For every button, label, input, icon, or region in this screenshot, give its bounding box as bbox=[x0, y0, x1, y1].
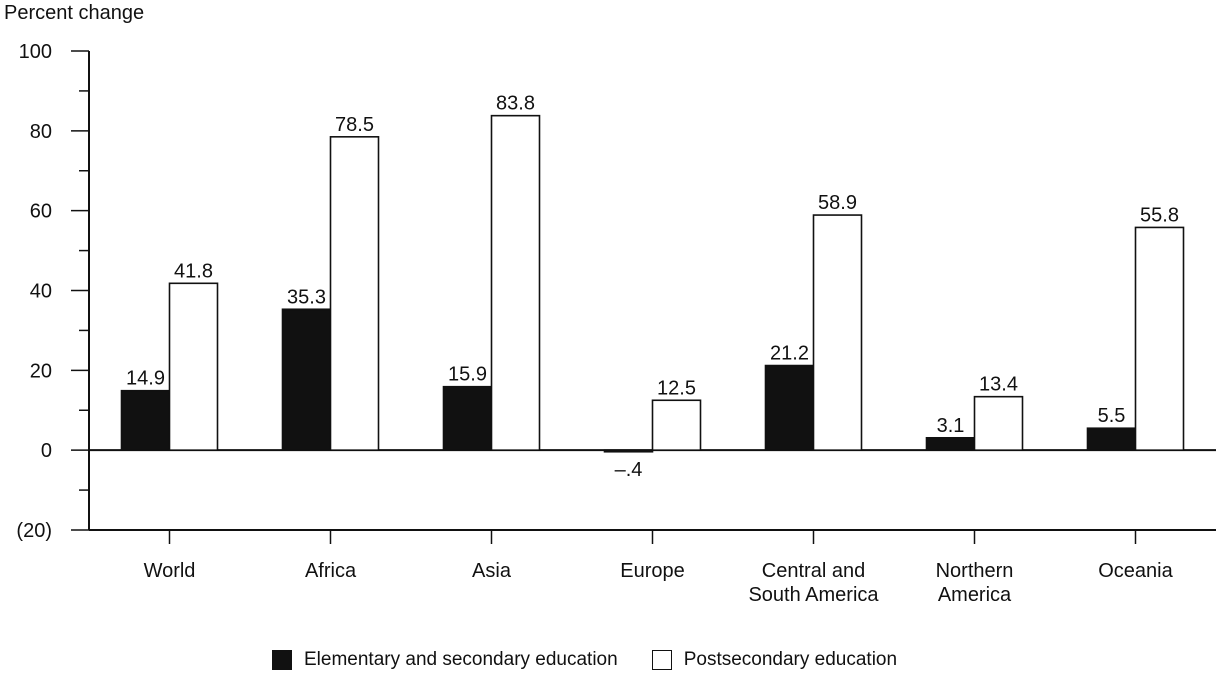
data-label-postsecondary: 55.8 bbox=[1140, 204, 1179, 226]
x-tick-label: Oceania bbox=[1098, 560, 1173, 582]
legend-swatch-postsecondary bbox=[651, 650, 672, 670]
y-tick-label: 60 bbox=[30, 201, 52, 223]
legend-label-elementary: Elementary and secondary education bbox=[304, 649, 618, 670]
y-tick-label: 40 bbox=[30, 281, 52, 303]
x-tick-label: World bbox=[144, 560, 196, 582]
data-label-elementary: 5.5 bbox=[1098, 405, 1126, 427]
x-tick-label: America bbox=[938, 584, 1012, 606]
data-label-elementary: 35.3 bbox=[287, 286, 326, 308]
x-tick-label: Central and bbox=[762, 560, 865, 582]
data-label-elementary: 15.9 bbox=[448, 364, 487, 386]
y-tick-label: 20 bbox=[30, 360, 52, 382]
legend: Elementary and secondary education Posts… bbox=[272, 649, 931, 671]
data-label-postsecondary: 78.5 bbox=[335, 114, 374, 136]
bar-elementary bbox=[603, 449, 654, 453]
legend-swatch-elementary bbox=[272, 650, 292, 670]
bar-postsecondary bbox=[329, 136, 380, 451]
bar-postsecondary bbox=[1134, 226, 1185, 451]
bar-postsecondary bbox=[812, 214, 863, 451]
data-label-postsecondary: 41.8 bbox=[174, 260, 213, 282]
data-label-postsecondary: 12.5 bbox=[657, 377, 696, 399]
bar-postsecondary bbox=[490, 114, 541, 451]
y-tick-label: 80 bbox=[30, 121, 52, 143]
data-label-elementary: 14.9 bbox=[126, 368, 165, 390]
x-tick-label: Northern bbox=[936, 560, 1014, 582]
x-tick-label: Asia bbox=[472, 560, 512, 582]
data-label-elementary: 21.2 bbox=[770, 343, 809, 365]
bar-elementary bbox=[925, 436, 976, 451]
data-label-elementary: –.4 bbox=[615, 459, 643, 481]
data-label-postsecondary: 13.4 bbox=[979, 374, 1018, 396]
bar-elementary bbox=[764, 364, 815, 451]
bar-postsecondary bbox=[168, 282, 219, 451]
x-tick-label: Africa bbox=[305, 560, 357, 582]
bar-elementary bbox=[1086, 427, 1137, 451]
bar-postsecondary bbox=[973, 395, 1024, 451]
bar-elementary bbox=[120, 389, 171, 451]
data-label-elementary: 3.1 bbox=[937, 415, 965, 437]
x-tick-label: Europe bbox=[620, 560, 685, 582]
bar-elementary bbox=[442, 385, 493, 451]
x-tick-label: South America bbox=[748, 584, 879, 606]
y-tick-label: 100 bbox=[19, 41, 52, 63]
legend-label-postsecondary: Postsecondary education bbox=[683, 649, 898, 670]
bar-elementary bbox=[281, 308, 332, 451]
y-tick-label: 0 bbox=[41, 440, 52, 462]
legend-item-postsecondary: Postsecondary education bbox=[651, 649, 898, 671]
y-axis-title: Percent change bbox=[4, 2, 145, 24]
bar-postsecondary bbox=[651, 399, 702, 451]
data-label-postsecondary: 83.8 bbox=[496, 93, 535, 115]
legend-item-elementary: Elementary and secondary education bbox=[272, 649, 618, 671]
data-label-postsecondary: 58.9 bbox=[818, 192, 857, 214]
y-tick-label: (20) bbox=[16, 520, 52, 542]
